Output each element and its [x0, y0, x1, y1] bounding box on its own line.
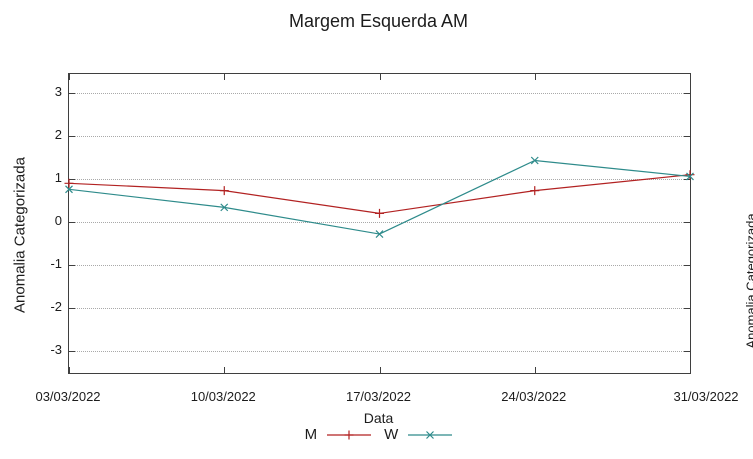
gridline-y-3 — [69, 93, 690, 94]
y-tick-mark — [69, 179, 75, 180]
y-tick-mark — [69, 265, 75, 266]
x-tick-mark — [379, 74, 381, 80]
y-tick-label: -2 — [50, 299, 62, 314]
y-tick-mark — [69, 308, 75, 309]
y-tick-label: 0 — [54, 213, 62, 228]
legend-item-M: M — [305, 426, 372, 443]
y-tick-mark — [69, 351, 75, 352]
y-tick-mark — [69, 222, 75, 223]
x-tick-mark — [69, 74, 70, 80]
x-tick-mark — [224, 74, 226, 80]
series-line-W — [68, 159, 691, 235]
legend-sample-W — [408, 430, 453, 439]
y-tick-mark — [684, 308, 690, 309]
y-tick-label: 2 — [54, 127, 62, 142]
gridline-y-1 — [69, 179, 690, 180]
x-tick-mark — [534, 74, 536, 80]
y-tick-label: 3 — [54, 84, 62, 99]
series-layer — [64, 156, 695, 238]
x-tick-mark — [379, 367, 381, 373]
legend-label: W — [384, 426, 399, 443]
series-markers-M — [64, 170, 695, 218]
legend-item-W: W — [384, 426, 453, 443]
x-tick-label: 03/03/2022 — [35, 389, 101, 404]
y-tick-label: -3 — [50, 342, 62, 357]
x-tick-mark — [690, 74, 691, 80]
y-tick-mark — [684, 222, 690, 223]
gridline-y--3 — [69, 351, 690, 352]
x-tick-label: 17/03/2022 — [345, 389, 412, 404]
x-tick-mark — [534, 367, 536, 373]
gridline-y-0 — [69, 222, 690, 223]
series-markers-W — [65, 156, 694, 238]
x-axis-label: Data — [363, 410, 394, 426]
gridline-y--1 — [69, 265, 690, 266]
adjacent-chart-y-axis-label-fragment: Anomalia Categorizada — [743, 213, 753, 349]
y-tick-mark — [684, 351, 690, 352]
x-tick-label: 31/03/2022 — [673, 389, 739, 404]
x-tick-label: 10/03/2022 — [190, 389, 256, 404]
y-tick-mark — [69, 93, 75, 94]
x-tick-mark — [690, 367, 691, 373]
series-line-M — [68, 174, 691, 215]
y-tick-mark — [684, 136, 690, 137]
gridline-y--2 — [69, 308, 690, 309]
gridline-y-2 — [69, 136, 690, 137]
x-tick-mark — [224, 367, 226, 373]
chart-title: Margem Esquerda AM — [288, 11, 469, 31]
legend-label: M — [304, 426, 318, 443]
x-tick-mark — [69, 367, 70, 373]
y-tick-label: 1 — [54, 170, 62, 185]
y-tick-mark — [684, 93, 690, 94]
y-tick-mark — [684, 265, 690, 266]
y-tick-mark — [69, 136, 75, 137]
x-tick-label: 24/03/2022 — [501, 389, 567, 404]
y-tick-label: -1 — [50, 256, 62, 271]
plot-area — [64, 73, 695, 374]
legend-sample-M — [327, 430, 372, 439]
